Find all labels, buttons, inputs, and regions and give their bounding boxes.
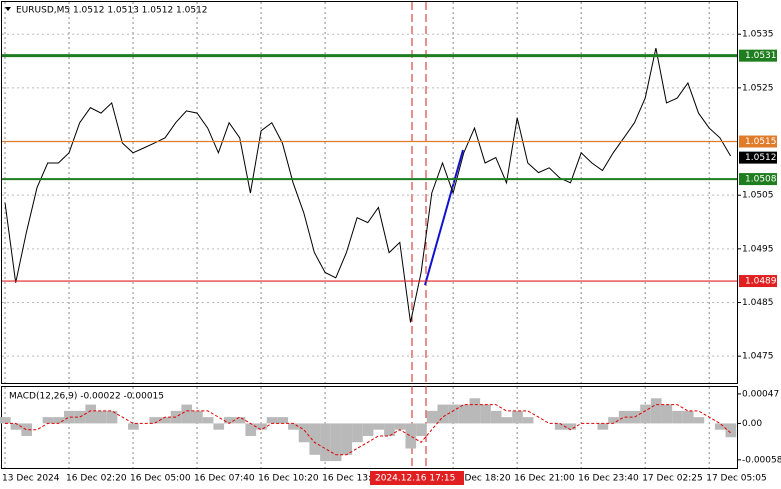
price-line	[4, 47, 732, 323]
level-label-box	[739, 173, 777, 186]
x-tick-label: 16 Dec 02:20	[66, 474, 127, 484]
macd-bar	[288, 423, 299, 430]
macd-bar	[224, 417, 235, 424]
level-label: 1.0531	[745, 51, 777, 61]
macd-bar	[330, 423, 342, 462]
macd-bar	[394, 423, 406, 430]
y-tick-label: 1.0535	[742, 30, 774, 40]
trend-line	[424, 149, 464, 286]
macd-bar	[554, 423, 566, 430]
y-tick-label: 1.0525	[742, 83, 774, 93]
macd-bar	[106, 410, 118, 424]
macd-bar	[96, 410, 107, 424]
crosshair-label: 2024.12.16 17:15	[375, 474, 455, 484]
macd-bar	[234, 417, 246, 424]
macd-bar	[661, 404, 673, 424]
macd-bar	[650, 398, 662, 424]
macd-bar	[672, 410, 683, 424]
macd-bar	[618, 410, 630, 424]
macd-bar	[714, 423, 726, 430]
current-price-label: 1.0512	[745, 153, 777, 163]
macd-bar	[480, 404, 491, 424]
level-label-box	[739, 49, 777, 62]
x-tick-label: 16 Dec 07:40	[194, 474, 255, 484]
level-label: 1.0515	[745, 137, 777, 147]
macd-bar	[320, 423, 331, 462]
macd-bar	[426, 410, 438, 424]
macd-bar	[725, 423, 737, 438]
x-tick-label: 17 Dec 02:25	[642, 474, 703, 484]
macd-bar	[448, 404, 459, 424]
level-label: 1.0508	[745, 175, 777, 185]
level-label-box	[739, 275, 777, 288]
macd-bar	[501, 417, 513, 424]
macd-bar	[160, 417, 171, 424]
macd-bar	[384, 423, 395, 436]
y-tick-label: 1.0505	[742, 191, 774, 201]
menu-arrow	[5, 7, 11, 11]
x-tick-label: 16 Dec 18:20	[450, 474, 511, 484]
level-label: 1.0489	[745, 277, 777, 287]
crosshair-label-box	[370, 471, 464, 485]
macd-bar	[416, 423, 427, 436]
signal-line	[5, 404, 731, 456]
macd-bar	[53, 417, 65, 424]
macd-bar	[608, 417, 619, 424]
macd-bar	[21, 423, 33, 436]
macd-bar	[640, 404, 651, 424]
y-tick-label: -0.00058	[742, 455, 781, 465]
macd-bar	[245, 423, 257, 436]
macd-bar	[522, 417, 534, 424]
current-price-box	[739, 151, 777, 164]
macd-bar	[405, 423, 417, 449]
macd-bar	[213, 423, 225, 430]
macd-bar	[490, 410, 502, 424]
macd-bar	[341, 423, 353, 455]
x-tick-label: 16 Dec 13:00	[322, 474, 383, 484]
macd-bar	[682, 410, 694, 424]
macd-bar	[277, 417, 289, 424]
x-tick-label: 16 Dec 21:00	[514, 474, 575, 484]
macd-bar	[362, 423, 374, 436]
x-tick-label: 16 Dec 05:00	[130, 474, 191, 484]
macd-bar	[469, 398, 481, 424]
y-tick-label: 1.0485	[742, 298, 774, 308]
y-tick-label: 1.0495	[742, 244, 774, 254]
macd-bar	[693, 417, 705, 424]
macd-bar	[565, 423, 577, 430]
macd-bar	[437, 404, 449, 424]
macd-bar	[85, 404, 97, 424]
macd-bar	[352, 423, 363, 443]
macd-bar	[128, 423, 139, 430]
macd-bar	[266, 417, 278, 424]
macd-bar	[10, 423, 22, 430]
x-tick-label: 16 Dec 10:20	[258, 474, 319, 484]
macd-bar	[181, 404, 193, 424]
macd-frame	[1, 386, 738, 469]
y-tick-label: 0.00047	[742, 389, 779, 399]
level-label-box	[739, 135, 777, 148]
chart-title: EURUSD,M5 1.0512 1.0513 1.0512 1.0512	[16, 6, 208, 16]
macd-title: MACD(12,26,9) -0.00022 -0.00015	[9, 392, 164, 402]
x-tick-label: 16 Dec 23:40	[578, 474, 639, 484]
macd-bar	[202, 417, 214, 424]
macd-bar	[149, 417, 161, 424]
macd-bar	[0, 417, 11, 424]
x-tick-label: 17 Dec 05:05	[706, 474, 767, 484]
macd-bar	[64, 410, 75, 424]
y-tick-label: 0.00	[742, 419, 762, 429]
macd-bar	[42, 417, 54, 424]
macd-bar	[256, 423, 267, 430]
y-tick-label: 1.0475	[742, 352, 774, 362]
macd-bar	[512, 410, 523, 424]
macd-bar	[458, 404, 470, 424]
x-tick-label: 13 Dec 2024	[2, 474, 60, 484]
macd-bar	[373, 423, 385, 430]
macd-bar	[192, 410, 203, 424]
macd-bar	[597, 423, 609, 430]
macd-bar	[309, 423, 321, 455]
macd-bar	[298, 423, 310, 443]
main-frame	[1, 1, 738, 384]
